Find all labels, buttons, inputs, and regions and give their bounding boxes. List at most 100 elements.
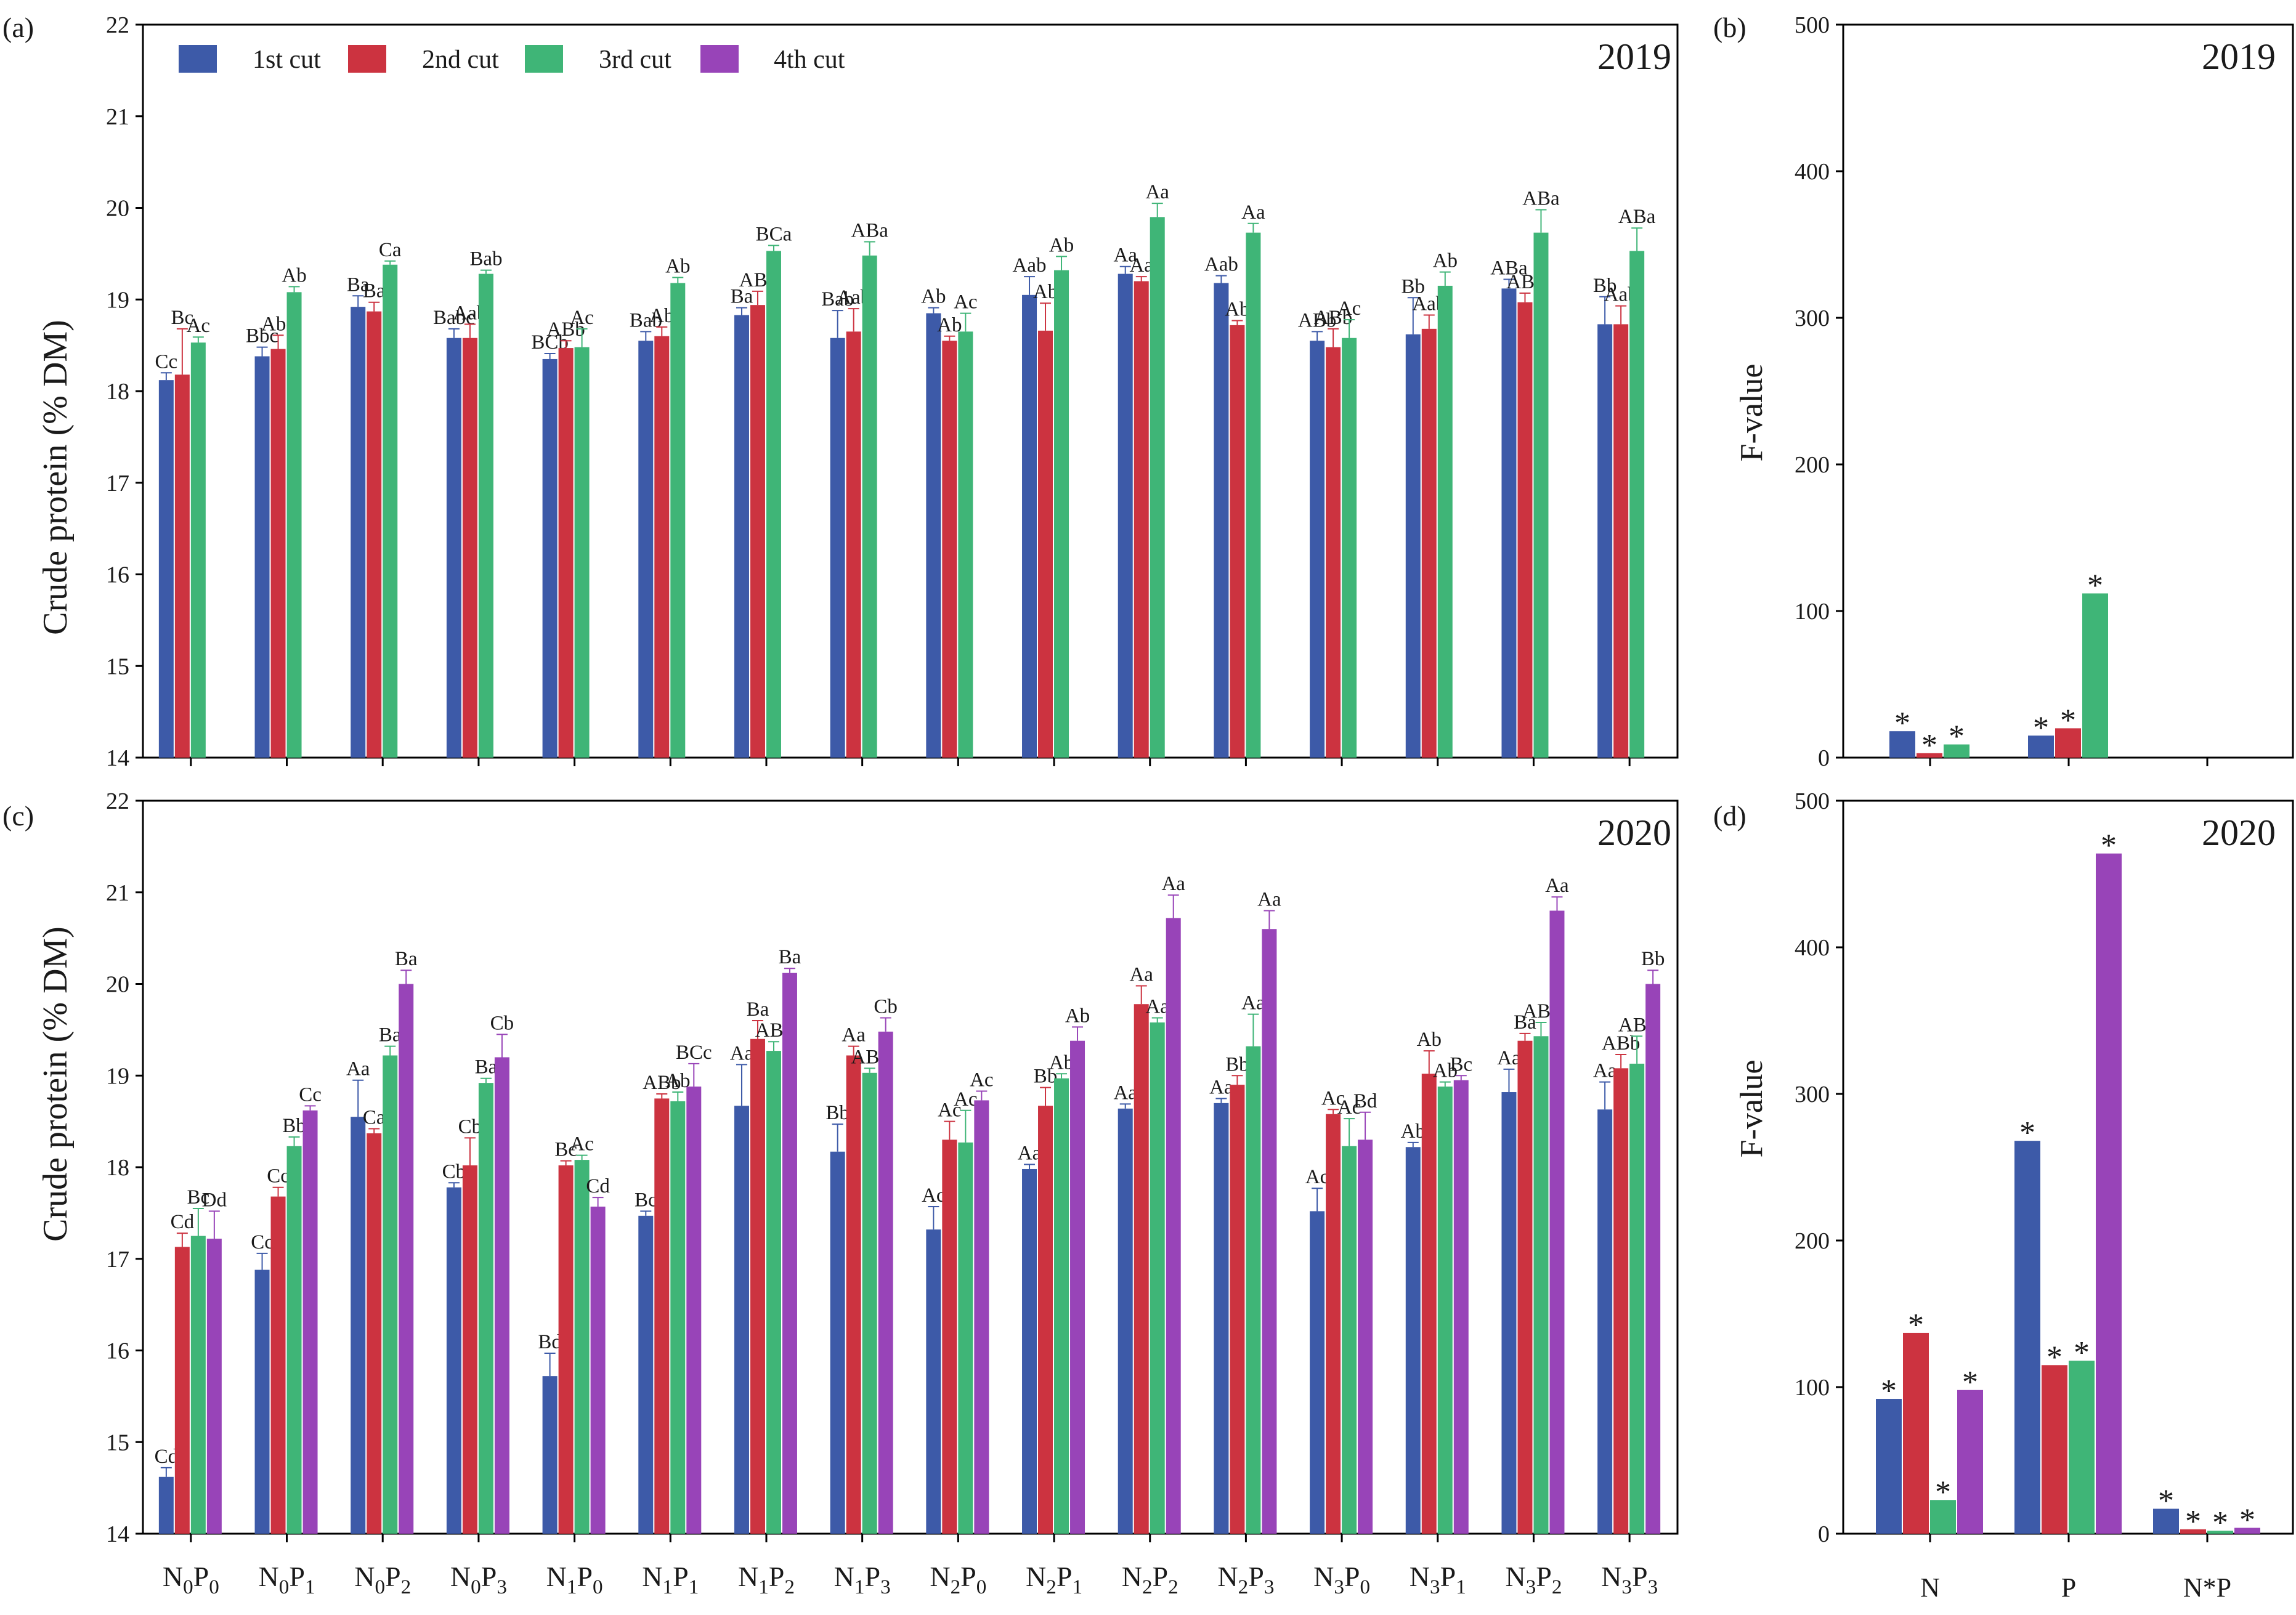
- bar: [1405, 334, 1421, 758]
- bar: [1533, 1036, 1549, 1534]
- significance-label: Cb: [490, 1012, 514, 1034]
- panel-d-xtick-labels: N P N*P: [1920, 1572, 2231, 1603]
- bar: [558, 1165, 574, 1534]
- significance-label: Ba: [779, 946, 801, 968]
- y-tick-label: 500: [1795, 788, 1830, 814]
- bar: [190, 1236, 206, 1534]
- bar: [654, 1098, 670, 1534]
- f-bar: [2096, 853, 2122, 1534]
- significance-label: Bb: [282, 1115, 306, 1137]
- bar: [734, 1106, 749, 1534]
- significance-label: Ac: [938, 1099, 961, 1122]
- significance-label: Aa: [730, 1042, 754, 1064]
- significance-label: Bd: [1353, 1090, 1377, 1112]
- panel-b-bars: * * * * * *: [1889, 568, 2108, 763]
- significance-label: Bc: [635, 1189, 657, 1211]
- f-bar: [2014, 1141, 2040, 1534]
- significance-label: Bab: [821, 288, 854, 310]
- legend-swatch-3rd-cut: [525, 45, 563, 73]
- significance-label: ABa: [1618, 206, 1656, 228]
- panel-d-axes: 0 100 200 300 400 500: [1795, 788, 2294, 1547]
- significance-label: BCc: [676, 1042, 712, 1064]
- significance-label: ABa: [1490, 257, 1528, 280]
- significance-label: Cd: [171, 1211, 195, 1233]
- significance-label: Cc: [299, 1083, 322, 1106]
- f-bar: [2055, 728, 2081, 758]
- y-tick-label: 16: [106, 1338, 129, 1364]
- x-tick-label: N3P1: [1410, 1561, 1466, 1598]
- bar: [446, 338, 461, 758]
- bar: [1150, 1022, 1165, 1534]
- bar: [670, 283, 686, 758]
- significance-star: *: [1894, 706, 1910, 741]
- significance-label: Bb: [1034, 1066, 1058, 1088]
- f-bar: [2207, 1531, 2233, 1534]
- bar: [926, 313, 941, 758]
- bar: [1549, 910, 1565, 1534]
- bar: [830, 338, 845, 758]
- significance-label: Ab: [1433, 1060, 1458, 1082]
- panel-b-ylabel: F-value: [1734, 364, 1769, 462]
- bar: [1246, 1046, 1261, 1534]
- significance-label: Aa: [1497, 1047, 1521, 1069]
- bar: [654, 336, 670, 758]
- bar: [1629, 251, 1645, 758]
- bar: [1613, 324, 1629, 758]
- x-tick-label: N*P: [2183, 1572, 2231, 1603]
- significance-label: Ac: [570, 307, 593, 329]
- bar: [190, 342, 206, 758]
- y-tick-label: 0: [1818, 1521, 1830, 1547]
- y-tick-label: 400: [1795, 935, 1830, 961]
- x-tick-label: N1P3: [834, 1561, 891, 1598]
- y-tick-label: 21: [106, 104, 129, 130]
- panel-d-ylabel: F-value: [1734, 1060, 1769, 1158]
- bar: [462, 338, 477, 758]
- bar: [351, 307, 366, 758]
- y-tick-label: 17: [106, 1247, 129, 1273]
- significance-label: Cb: [458, 1115, 482, 1138]
- significance-label: Ab: [1033, 281, 1058, 303]
- bar: [1150, 217, 1165, 758]
- panel-a: (a) 2019 Crude protein (% DM) 1415161718…: [2, 12, 1679, 771]
- legend-label-1st-cut: 1st cut: [253, 46, 321, 74]
- y-tick-label: 20: [106, 196, 129, 222]
- significance-star: *: [1962, 1365, 1978, 1400]
- bar: [1134, 1004, 1149, 1534]
- x-tick-label: N: [1920, 1572, 1940, 1603]
- bar: [1230, 1085, 1245, 1534]
- x-tick-label: P: [2061, 1572, 2076, 1603]
- y-tick-label: 300: [1795, 1082, 1830, 1107]
- bar: [638, 1215, 654, 1534]
- f-bar: [2153, 1508, 2179, 1534]
- significance-star: *: [1935, 1475, 1951, 1510]
- significance-label: Aa: [1241, 201, 1265, 224]
- y-tick-label: 15: [106, 654, 129, 679]
- bar: [670, 1101, 686, 1534]
- significance-star: *: [2185, 1504, 2201, 1539]
- y-tick-label: 100: [1795, 599, 1830, 625]
- panel-d-letter: (d): [1713, 800, 1746, 832]
- significance-label: Ba: [475, 1056, 498, 1079]
- bar: [478, 273, 493, 758]
- bar: [574, 347, 590, 758]
- bar: [1517, 1040, 1533, 1534]
- panel-b: (b) 2019 F-value 0 100 200 300 400 500 * * * * * *: [1713, 12, 2294, 771]
- significance-label: Ab: [1433, 250, 1458, 272]
- significance-label: Aa: [1113, 245, 1137, 267]
- panel-a-axes: 14 15 16 17 18 19 20 21 22: [106, 12, 1679, 771]
- bar: [1342, 1146, 1357, 1534]
- y-tick-label: 15: [106, 1430, 129, 1455]
- significance-star: *: [2239, 1502, 2255, 1537]
- significance-label: Bc: [187, 1186, 210, 1208]
- significance-star: *: [2019, 1115, 2035, 1151]
- bar: [1118, 1108, 1133, 1534]
- bar: [494, 1057, 509, 1534]
- bar: [302, 1110, 318, 1534]
- bar: [1038, 1106, 1053, 1534]
- f-bar: [1957, 1390, 1983, 1534]
- bar: [1054, 270, 1069, 758]
- significance-label: Ac: [570, 1133, 593, 1156]
- bar: [686, 1087, 702, 1534]
